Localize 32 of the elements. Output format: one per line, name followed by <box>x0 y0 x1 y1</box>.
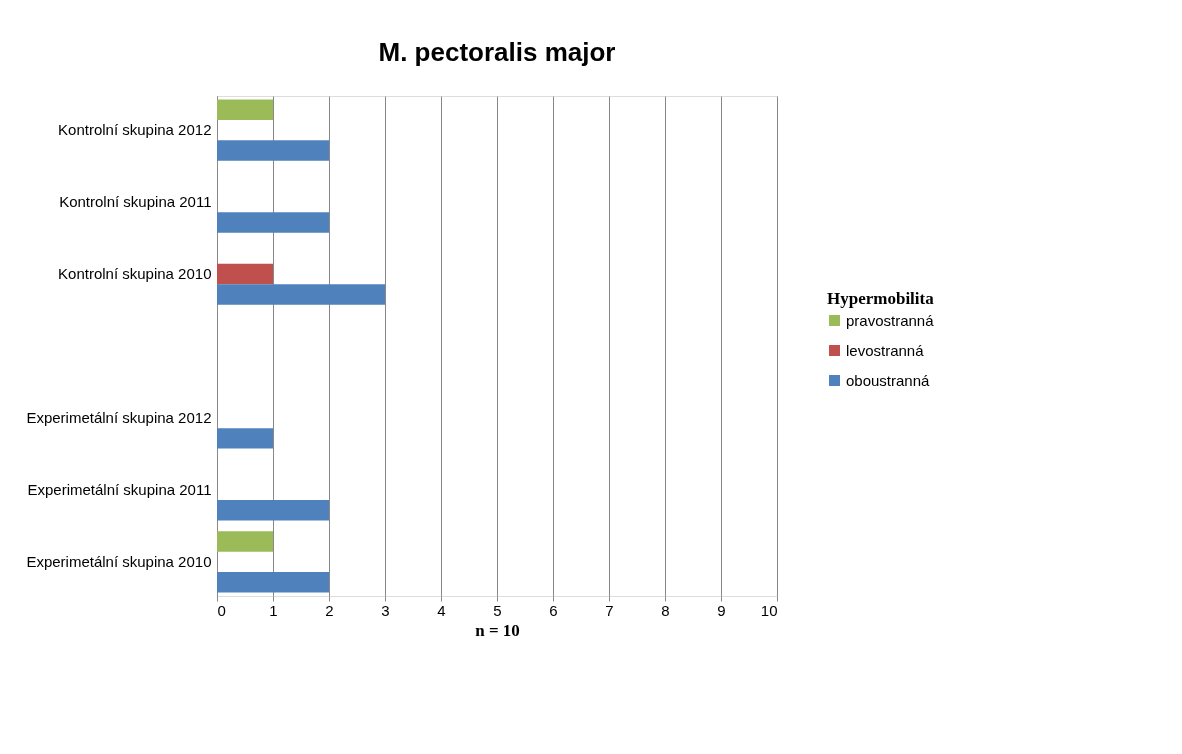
y-tick-label: Kontrolní skupina 2012 <box>58 121 212 139</box>
bar <box>217 212 329 233</box>
bar <box>217 99 273 120</box>
y-tick-label: Experimetální skupina 2012 <box>26 408 212 426</box>
x-tick-label: 4 <box>437 601 446 619</box>
x-tick-label: 2 <box>325 601 334 619</box>
legend-label: levostranná <box>846 341 925 359</box>
y-tick-label: Kontrolní skupina 2010 <box>58 265 212 283</box>
x-tick-label: 8 <box>661 601 670 619</box>
legend-title: Hypermobilita <box>827 289 935 308</box>
x-tick-label: 7 <box>605 601 614 619</box>
bar <box>217 284 385 305</box>
x-tick-label: 0 <box>217 601 226 619</box>
bar <box>217 263 273 285</box>
x-tick-label: 1 <box>269 601 278 619</box>
legend-label: pravostranná <box>846 311 935 329</box>
x-tick-label: 10 <box>760 601 778 619</box>
chart-title: M. pectoralis major <box>378 37 616 67</box>
bar <box>217 428 273 449</box>
x-tick-label: 6 <box>549 601 558 619</box>
y-tick-label: Experimetální skupina 2011 <box>27 480 212 498</box>
bar <box>217 140 329 161</box>
x-tick-label: 5 <box>493 601 502 619</box>
y-tick-label: Kontrolní skupina 2011 <box>59 193 212 211</box>
bar <box>217 572 329 593</box>
bar <box>217 531 273 552</box>
x-tick-label: 3 <box>381 601 390 619</box>
x-tick-label: 9 <box>717 601 726 619</box>
bar <box>217 500 329 521</box>
y-tick-label: Experimetální skupina 2010 <box>26 552 212 570</box>
x-axis-title: n = 10 <box>475 620 520 640</box>
legend-label: oboustranná <box>846 371 931 389</box>
